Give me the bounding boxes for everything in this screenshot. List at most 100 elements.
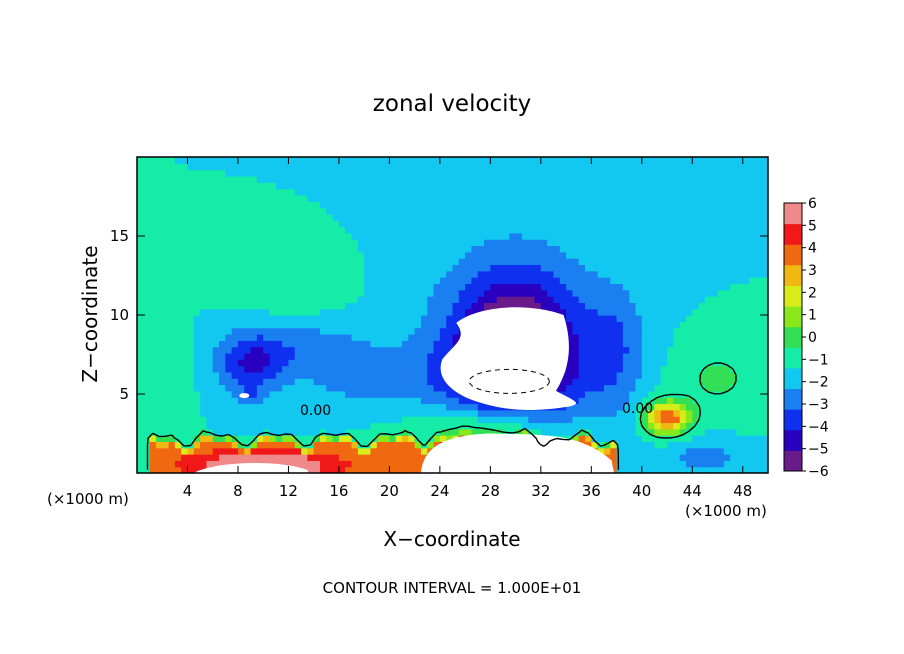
heatmap-cell bbox=[357, 270, 365, 278]
heatmap-cell bbox=[648, 270, 656, 278]
heatmap-cell bbox=[711, 302, 719, 310]
heatmap-cell bbox=[231, 245, 239, 253]
heatmap-cell bbox=[654, 308, 662, 316]
heatmap-cell bbox=[433, 232, 441, 240]
heatmap-cell bbox=[244, 315, 252, 322]
heatmap-cell bbox=[332, 207, 340, 215]
heatmap-cell bbox=[294, 416, 302, 424]
heatmap-cell bbox=[351, 232, 359, 240]
heatmap-cell bbox=[294, 390, 302, 398]
heatmap-cell bbox=[610, 194, 618, 202]
heatmap-cell bbox=[635, 194, 643, 202]
heatmap-cell bbox=[414, 226, 422, 234]
heatmap-cell bbox=[679, 352, 687, 360]
heatmap-cell bbox=[749, 447, 756, 455]
heatmap-cell bbox=[162, 384, 170, 392]
heatmap-cell bbox=[723, 277, 731, 284]
heatmap-cell bbox=[219, 163, 226, 171]
heatmap-cell bbox=[269, 454, 277, 461]
heatmap-cell bbox=[730, 466, 738, 473]
heatmap-cell bbox=[225, 258, 233, 266]
heatmap-cell bbox=[269, 340, 277, 348]
heatmap-cell bbox=[351, 220, 359, 228]
heatmap-cell bbox=[376, 251, 384, 259]
heatmap-cell bbox=[585, 296, 592, 303]
heatmap-cell bbox=[496, 409, 504, 417]
heatmap-cell bbox=[383, 409, 390, 417]
heatmap-cell bbox=[225, 169, 233, 177]
heatmap-cell bbox=[193, 409, 201, 417]
heatmap-cell bbox=[256, 232, 264, 240]
heatmap-cell bbox=[547, 207, 555, 215]
heatmap-cell bbox=[319, 182, 327, 190]
heatmap-cell bbox=[212, 251, 220, 259]
heatmap-cell bbox=[736, 289, 744, 297]
heatmap-cell bbox=[269, 194, 277, 202]
heatmap-cell bbox=[237, 340, 245, 348]
heatmap-cell bbox=[566, 296, 573, 303]
heatmap-cell bbox=[376, 315, 384, 322]
heatmap-cell bbox=[749, 359, 756, 367]
heatmap-cell bbox=[307, 371, 315, 379]
heatmap-cell bbox=[521, 157, 529, 164]
heatmap-cell bbox=[641, 333, 649, 341]
heatmap-cell bbox=[641, 384, 649, 392]
heatmap-cell bbox=[648, 213, 656, 221]
heatmap-cell bbox=[282, 422, 290, 430]
heatmap-cell bbox=[433, 346, 441, 354]
heatmap-cell bbox=[187, 194, 195, 202]
heatmap-cell bbox=[496, 283, 504, 291]
heatmap-cell bbox=[162, 346, 170, 354]
heatmap-cell bbox=[749, 460, 756, 468]
heatmap-cell bbox=[622, 207, 630, 215]
heatmap-cell bbox=[660, 289, 668, 297]
heatmap-cell bbox=[364, 258, 372, 266]
heatmap-cell bbox=[654, 283, 662, 291]
heatmap-cell bbox=[704, 365, 712, 373]
heatmap-cell bbox=[679, 289, 687, 297]
heatmap-cell bbox=[288, 175, 296, 183]
heatmap-cell bbox=[225, 428, 233, 436]
heatmap-cell bbox=[723, 239, 731, 247]
heatmap-cell bbox=[307, 397, 315, 405]
heatmap-cell bbox=[641, 188, 649, 196]
heatmap-cell bbox=[263, 296, 271, 303]
heatmap-cell bbox=[622, 232, 630, 240]
heatmap-cell bbox=[742, 308, 750, 316]
heatmap-cell bbox=[484, 283, 491, 291]
heatmap-cell bbox=[566, 182, 573, 190]
heatmap-cell bbox=[742, 365, 750, 373]
heatmap-cell bbox=[749, 403, 756, 411]
heatmap-cell bbox=[446, 182, 454, 190]
heatmap-cell bbox=[162, 390, 170, 398]
heatmap-cell bbox=[452, 239, 460, 247]
heatmap-cell bbox=[540, 232, 548, 240]
heatmap-cell bbox=[275, 258, 283, 266]
heatmap-cell bbox=[282, 390, 290, 398]
heatmap-cell bbox=[597, 441, 605, 449]
heatmap-cell bbox=[408, 207, 416, 215]
heatmap-cell bbox=[654, 447, 662, 455]
heatmap-cell bbox=[736, 270, 744, 278]
heatmap-cell bbox=[181, 220, 189, 228]
heatmap-cell bbox=[181, 378, 189, 386]
heatmap-cell bbox=[439, 422, 447, 430]
heatmap-cell bbox=[143, 466, 151, 473]
heatmap-cell bbox=[540, 277, 548, 284]
heatmap-cell bbox=[408, 460, 416, 468]
heatmap-cell bbox=[143, 188, 151, 196]
heatmap-cell bbox=[446, 157, 454, 164]
heatmap-cell bbox=[313, 403, 321, 411]
heatmap-cell bbox=[591, 188, 599, 196]
heatmap-cell bbox=[269, 378, 277, 386]
heatmap-cell bbox=[389, 460, 397, 468]
heatmap-cell bbox=[685, 333, 693, 341]
heatmap-cell bbox=[654, 175, 662, 183]
heatmap-cell bbox=[667, 460, 674, 468]
heatmap-cell bbox=[313, 201, 321, 209]
heatmap-cell bbox=[338, 416, 346, 424]
heatmap-cell bbox=[162, 201, 170, 209]
heatmap-cell bbox=[137, 264, 144, 272]
heatmap-cell bbox=[717, 163, 725, 171]
heatmap-cell bbox=[585, 245, 592, 253]
